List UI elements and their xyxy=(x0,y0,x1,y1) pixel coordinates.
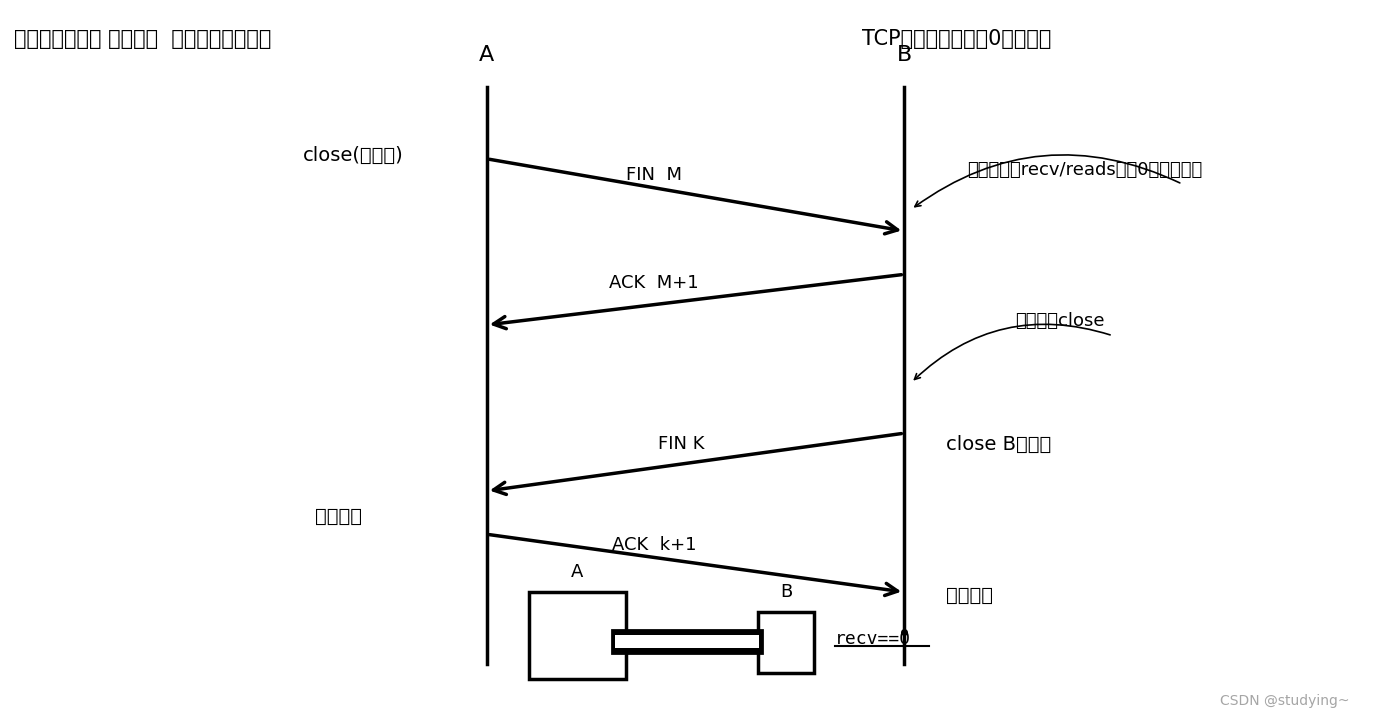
Text: FIN K: FIN K xyxy=(658,435,705,453)
Text: B: B xyxy=(897,45,911,65)
Text: A: A xyxy=(572,563,583,581)
Text: 半关闭：应用层 不能收发  但是底层可以收发: 半关闭：应用层 不能收发 但是底层可以收发 xyxy=(14,29,271,49)
Text: 完全关闭: 完全关闭 xyxy=(314,507,362,526)
Text: recv==0: recv==0 xyxy=(835,630,911,648)
Text: close(半关闭): close(半关闭) xyxy=(303,146,403,165)
Text: 完全关闭: 完全关闭 xyxy=(946,586,993,605)
Text: B: B xyxy=(780,583,791,601)
Text: ACK  M+1: ACK M+1 xyxy=(609,274,698,292)
FancyBboxPatch shape xyxy=(615,635,759,648)
Text: 导致应用层recv/reads收到0长度数据包: 导致应用层recv/reads收到0长度数据包 xyxy=(967,161,1202,178)
Text: 用户调用close: 用户调用close xyxy=(1015,313,1104,330)
FancyBboxPatch shape xyxy=(612,630,762,653)
FancyBboxPatch shape xyxy=(758,612,814,673)
Text: CSDN @studying~: CSDN @studying~ xyxy=(1220,694,1349,708)
Text: TCP应用层不能发送0长度数据: TCP应用层不能发送0长度数据 xyxy=(862,29,1052,49)
Text: FIN  M: FIN M xyxy=(626,166,682,184)
Text: ACK  k+1: ACK k+1 xyxy=(612,536,696,554)
FancyBboxPatch shape xyxy=(529,592,626,679)
Text: A: A xyxy=(480,45,494,65)
Text: close B半关闭: close B半关闭 xyxy=(946,435,1052,453)
